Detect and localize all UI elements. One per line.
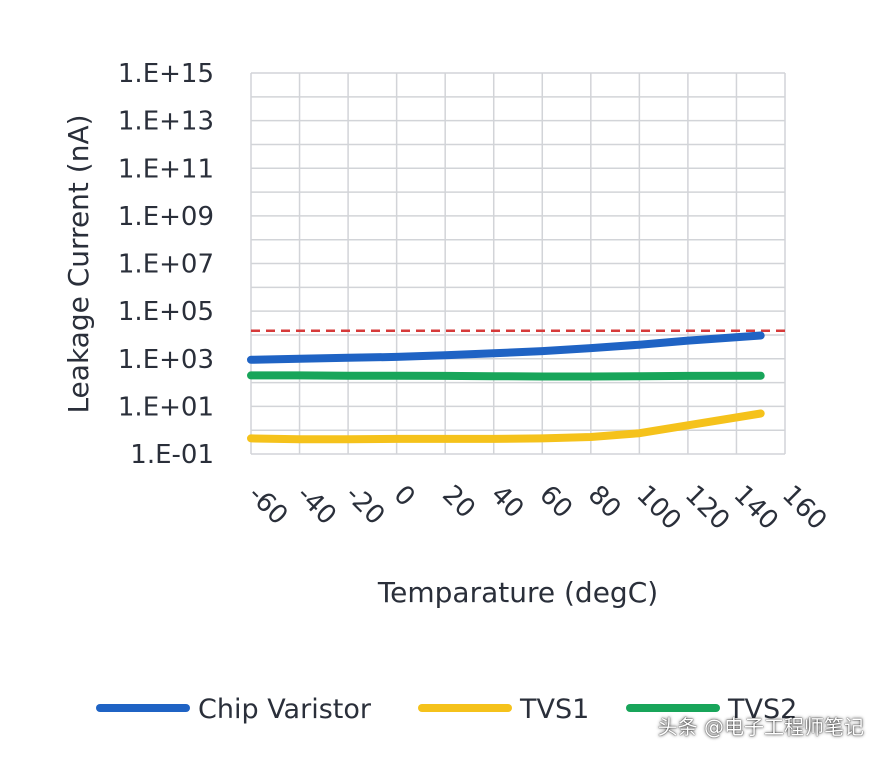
series-line-chip-varistor	[247, 331, 765, 364]
y-tick-label: 1.E+11	[118, 154, 214, 184]
watermark-text: 头条 @电子工程师笔记	[657, 715, 864, 739]
x-tick-label: 100	[630, 480, 686, 536]
y-tick-label: 1.E+01	[118, 392, 214, 422]
x-axis-title: Temparature (degC)	[377, 576, 658, 609]
legend: Chip Varistor TVS1 TVS2	[96, 694, 797, 725]
y-tick-label: 1.E+05	[118, 297, 214, 327]
grid	[250, 72, 786, 455]
legend-label-chip-varistor: Chip Varistor	[198, 694, 372, 725]
x-tick-label: 120	[679, 480, 735, 536]
x-tick-label: -40	[291, 480, 342, 531]
x-tick-label: 80	[582, 480, 627, 525]
legend-label-tvs1: TVS1	[519, 694, 589, 725]
y-tick-label: 1.E-01	[130, 440, 214, 470]
y-tick-label: 1.E+09	[118, 202, 214, 232]
x-tick-label: 20	[436, 480, 481, 525]
x-tick-label: 0	[388, 480, 421, 513]
x-tick-label: -60	[242, 480, 293, 531]
series-line-tvs2	[247, 371, 765, 381]
series-layer	[247, 331, 765, 444]
x-tick-label: 40	[485, 480, 530, 525]
legend-label-tvs2: TVS2	[727, 694, 797, 725]
y-axis-title: Leakage Current (nA)	[62, 114, 95, 413]
y-tick-label: 1.E+07	[118, 250, 214, 280]
y-tick-label: 1.E+15	[118, 59, 214, 89]
y-tick-label: 1.E+03	[118, 345, 214, 375]
x-tick-label: 60	[533, 480, 578, 525]
y-tick-label: 1.E+13	[118, 107, 214, 137]
x-tick-label: 140	[728, 480, 784, 536]
x-tick-label: 160	[776, 480, 832, 536]
series-line-tvs1	[247, 409, 765, 444]
x-tick-label: -20	[339, 480, 390, 531]
y-axis-ticks: 1.E-01 1.E+01 1.E+03 1.E+05 1.E+07 1.E+09 1.E+…	[118, 59, 214, 470]
